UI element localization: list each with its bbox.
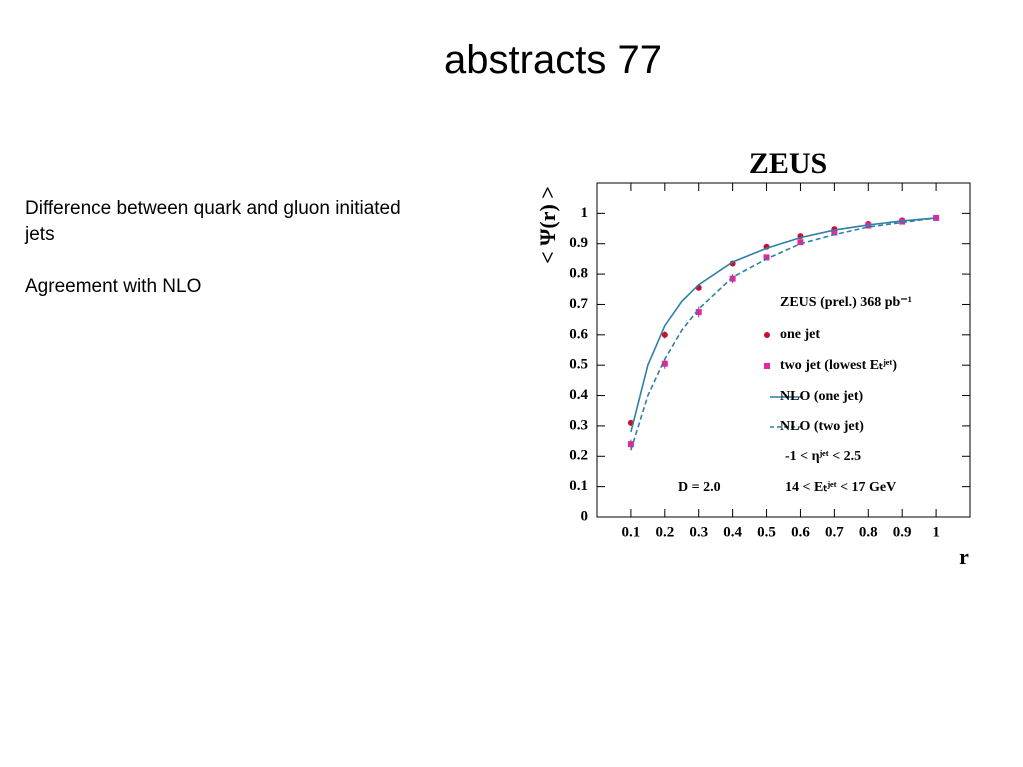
y-tick-label: 0.5 xyxy=(569,357,588,373)
annotation: -1 < ηʲᵉᵗ < 2.5 xyxy=(785,449,861,464)
x-tick-label: 0.8 xyxy=(859,524,878,540)
x-tick-label: 0.2 xyxy=(655,524,674,540)
y-tick-label: 0.8 xyxy=(569,266,588,282)
point xyxy=(695,309,702,316)
paragraph: Difference between quark and gluon initi… xyxy=(25,198,401,245)
plot-frame xyxy=(596,182,971,518)
y-axis-label: < Ψ(r) > xyxy=(535,186,560,264)
y-tick-label: 0 xyxy=(581,508,589,524)
legend-label: NLO (two jet) xyxy=(780,419,864,434)
y-tick-label: 0.9 xyxy=(569,235,588,251)
line xyxy=(630,217,937,433)
x-tick-label: 0.3 xyxy=(689,524,708,540)
point xyxy=(729,275,736,282)
annotation: 14 < Eₜʲᵉᵗ < 17 GeV xyxy=(785,480,896,495)
point xyxy=(763,254,770,261)
x-tick-label: 0.5 xyxy=(757,524,776,540)
legend-label: two jet (lowest Eₜʲᵉᵗ) xyxy=(780,358,897,373)
legend-marker xyxy=(764,363,770,369)
point xyxy=(627,441,634,448)
x-tick-label: 0.4 xyxy=(723,524,742,540)
legend-marker xyxy=(764,332,770,338)
y-tick-label: 1 xyxy=(581,205,589,221)
line xyxy=(630,217,937,451)
point xyxy=(797,239,804,246)
y-tick-label: 0.2 xyxy=(569,448,588,464)
point xyxy=(661,360,668,367)
slide-text: Difference between quark and gluon initi… xyxy=(25,196,415,326)
point xyxy=(661,331,668,338)
y-tick-label: 0.6 xyxy=(569,326,588,342)
x-tick-label: 0.9 xyxy=(893,524,912,540)
y-tick-label: 0.4 xyxy=(569,387,588,403)
point xyxy=(831,229,838,236)
annotation: D = 2.0 xyxy=(678,480,721,495)
y-tick-label: 0.3 xyxy=(569,417,588,433)
x-axis-label: r xyxy=(959,544,969,569)
x-tick-label: 0.6 xyxy=(791,524,810,540)
y-tick-label: 0.1 xyxy=(569,478,588,494)
y-tick-label: 0.7 xyxy=(569,296,588,312)
x-tick-label: 0.1 xyxy=(622,524,641,540)
slide-title: abstracts 77 xyxy=(444,38,662,82)
legend-title: ZEUS (prel.) 368 pb⁻¹ xyxy=(780,295,912,310)
legend-label: NLO (one jet) xyxy=(780,389,864,404)
chart-title: ZEUS xyxy=(749,147,827,180)
paragraph: Agreement with NLO xyxy=(25,276,202,297)
legend-label: one jet xyxy=(780,327,820,342)
x-tick-label: 0.7 xyxy=(825,524,844,540)
x-tick-label: 1 xyxy=(932,524,940,540)
